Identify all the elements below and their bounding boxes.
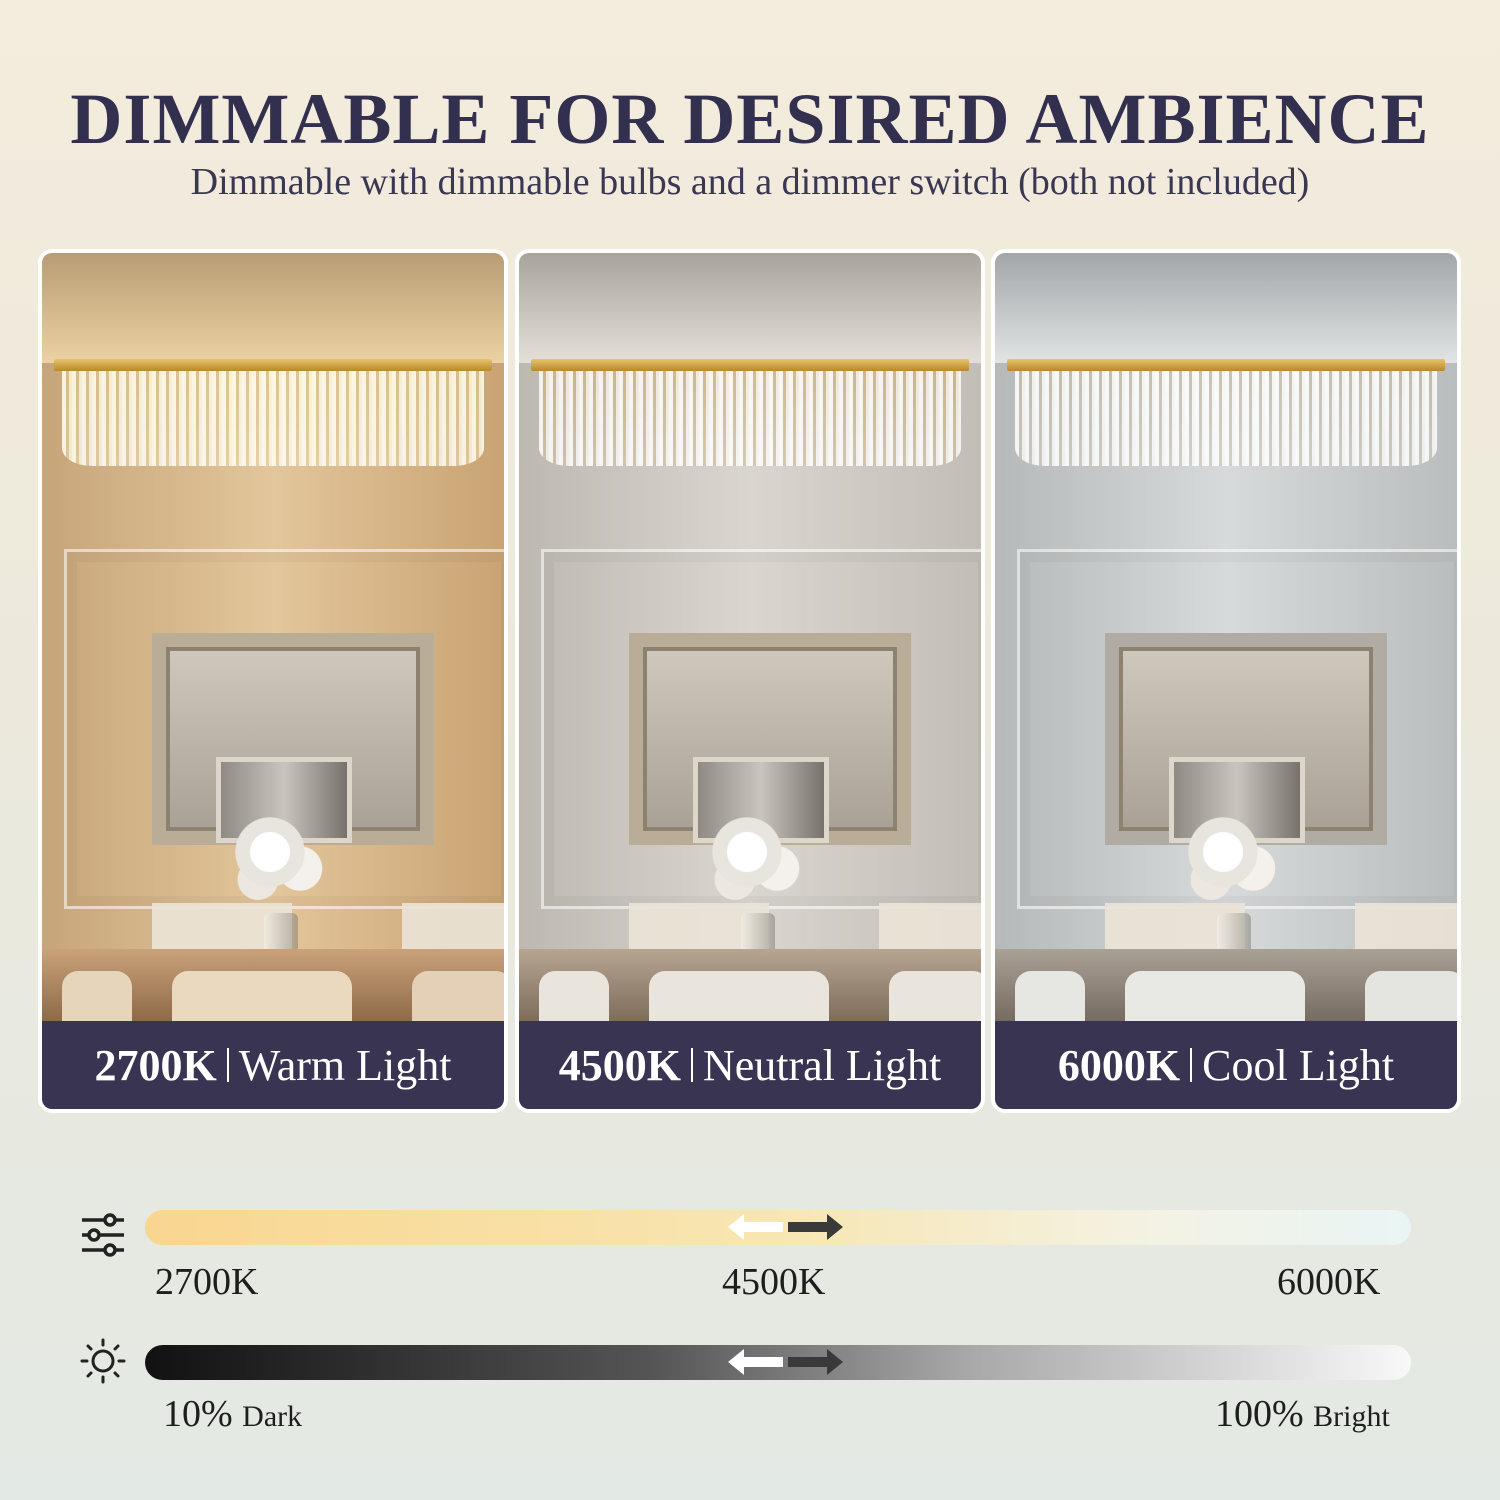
mirror bbox=[1105, 633, 1387, 845]
color-mid-label: 4500K bbox=[722, 1261, 826, 1303]
label-warm-light: 2700K Warm Light bbox=[42, 1021, 504, 1109]
brightness-end-label: 100% Bright bbox=[1215, 1392, 1390, 1436]
panel-neutral-light: 4500K Neutral Light bbox=[515, 249, 985, 1113]
photo-cool-light bbox=[995, 253, 1457, 1021]
sun-icon bbox=[80, 1338, 126, 1384]
chandelier bbox=[531, 359, 969, 371]
light-name: Cool Light bbox=[1202, 1040, 1395, 1090]
label-cool-light: 6000K Cool Light bbox=[995, 1021, 1457, 1109]
arrow-right-icon bbox=[788, 1349, 843, 1375]
kelvin-value: 4500K bbox=[558, 1040, 681, 1090]
panel-cool-light: 6000K Cool Light bbox=[991, 249, 1461, 1113]
chandelier bbox=[1007, 359, 1445, 371]
brightness-start-text: Dark bbox=[242, 1400, 303, 1433]
light-name: Warm Light bbox=[238, 1040, 452, 1090]
arrow-left-icon bbox=[728, 1349, 783, 1375]
arrow-right-icon bbox=[788, 1214, 843, 1240]
page-subtitle: Dimmable with dimmable bulbs and a dimme… bbox=[190, 161, 1310, 203]
brightness-start-label: 10% Dark bbox=[163, 1392, 302, 1436]
panel-warm-light: 2700K Warm Light bbox=[38, 249, 508, 1113]
brightness-start-value: 10% bbox=[163, 1393, 233, 1435]
kelvin-value: 2700K bbox=[94, 1040, 217, 1090]
kelvin-value: 6000K bbox=[1057, 1040, 1181, 1090]
brightness-end-value: 100% bbox=[1215, 1393, 1304, 1435]
page-title: DIMMABLE FOR DESIRED AMBIENCE bbox=[70, 79, 1430, 159]
sliders-icon bbox=[82, 1213, 124, 1257]
brightness-arrows bbox=[728, 1349, 843, 1375]
label-neutral-light: 4500K Neutral Light bbox=[519, 1021, 981, 1109]
color-end-label: 6000K bbox=[1277, 1261, 1381, 1303]
brightness-end-text: Bright bbox=[1313, 1400, 1390, 1433]
chandelier bbox=[54, 359, 492, 371]
color-start-label: 2700K bbox=[155, 1261, 259, 1303]
photo-warm-light bbox=[42, 253, 504, 1021]
color-temperature-arrows bbox=[728, 1214, 843, 1240]
light-name: Neutral Light bbox=[702, 1040, 942, 1090]
photo-neutral-light bbox=[519, 253, 981, 1021]
arrow-left-icon bbox=[728, 1214, 783, 1240]
